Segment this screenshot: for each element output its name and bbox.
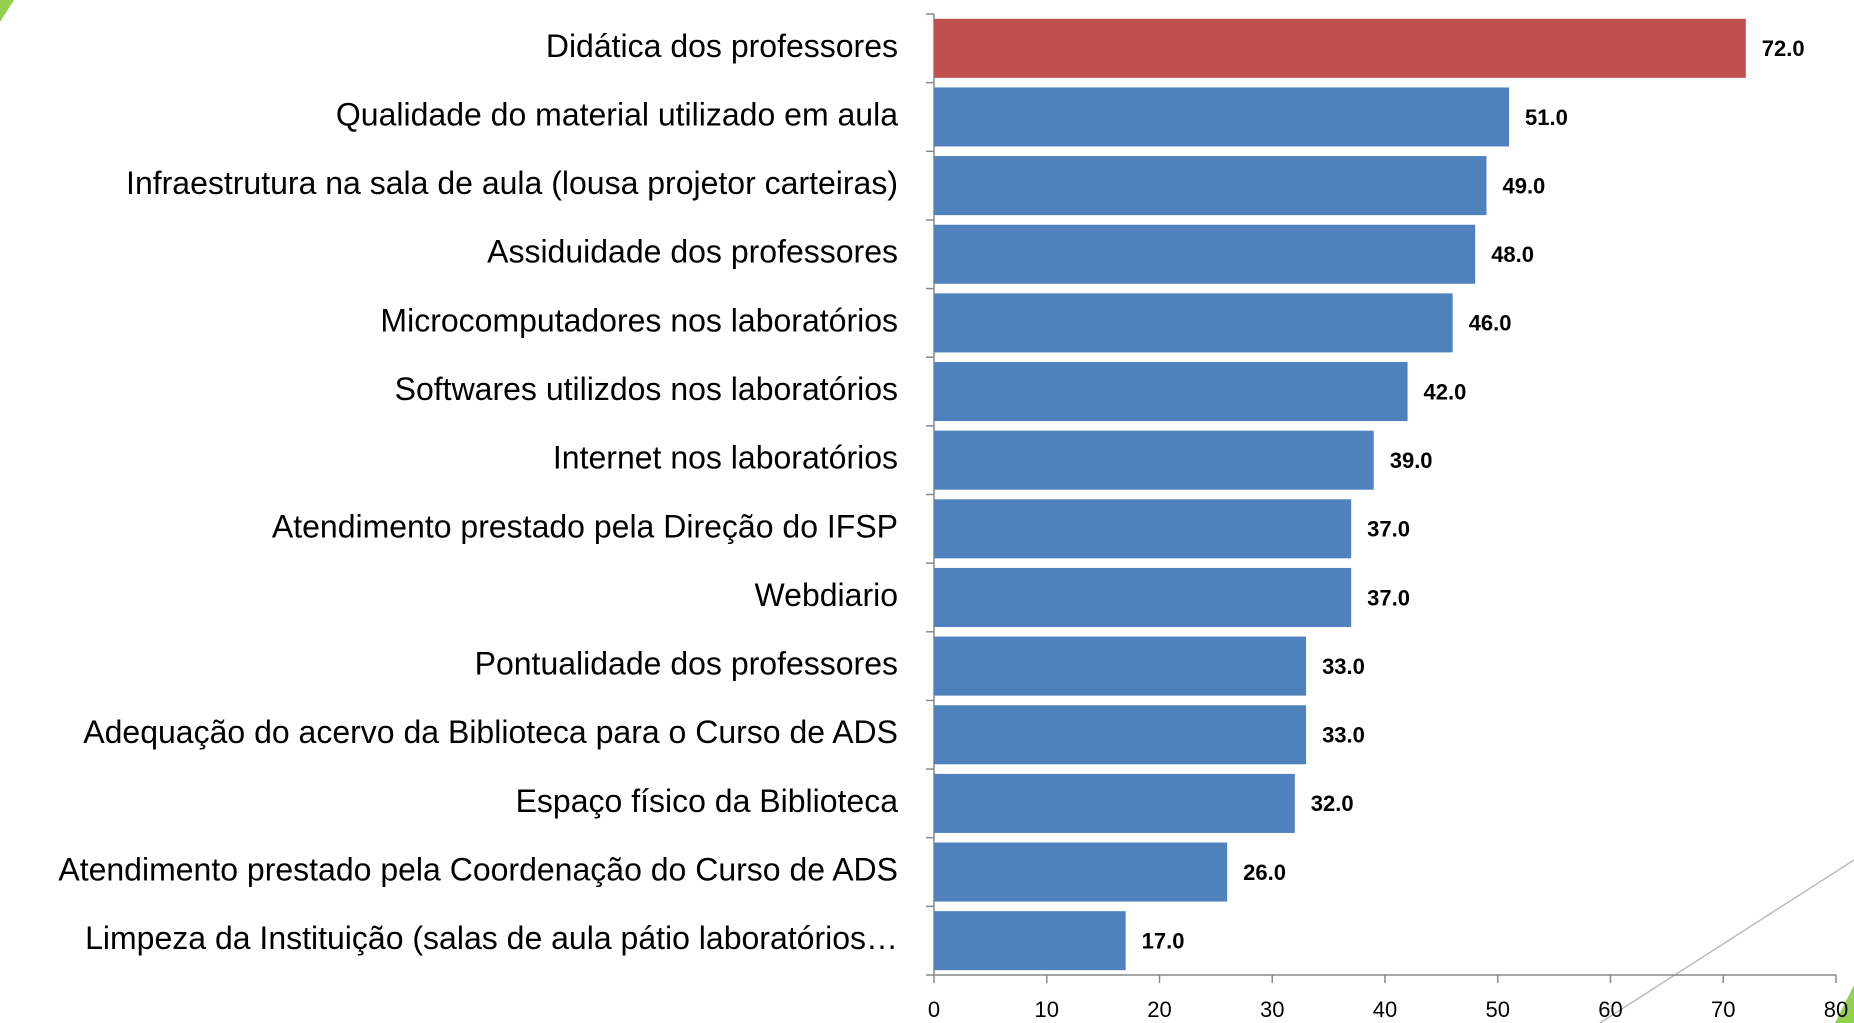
bar [934,18,1746,78]
x-tick-label: 0 [928,997,940,1022]
value-label: 32.0 [1311,791,1354,816]
category-label: Webdiario [755,577,898,613]
bar [934,911,1126,971]
decoration [1599,859,1854,1023]
value-label: 46.0 [1469,311,1512,336]
category-label: Atendimento prestado pela Direção do IFS… [272,508,898,544]
value-label: 51.0 [1525,105,1568,130]
x-tick-label: 60 [1598,997,1622,1022]
category-label: Atendimento prestado pela Coordenação do… [58,851,898,887]
bar [934,773,1295,833]
bar [934,362,1408,422]
x-tick-label: 10 [1035,997,1059,1022]
bar [934,224,1476,284]
category-label: Infraestrutura na sala de aula (lousa pr… [126,165,898,201]
bar [934,705,1307,765]
bar [934,636,1307,696]
value-label: 37.0 [1367,585,1410,610]
bar [934,842,1228,902]
decoration [0,0,14,22]
value-label: 72.0 [1762,36,1805,61]
category-label: Espaço físico da Biblioteca [516,783,899,819]
value-label: 26.0 [1243,860,1286,885]
bar [934,567,1352,627]
category-label: Assiduidade dos professores [487,234,898,270]
value-label: 42.0 [1424,379,1467,404]
x-tick-label: 50 [1486,997,1510,1022]
x-tick-label: 20 [1147,997,1171,1022]
bar [934,430,1374,490]
value-label: 49.0 [1502,173,1545,198]
value-label: 33.0 [1322,654,1365,679]
category-label: Didática dos professores [546,28,898,64]
bar [934,293,1453,353]
category-label: Qualidade do material utilizado em aula [336,96,898,132]
x-tick-label: 80 [1824,997,1848,1022]
bar [934,87,1510,147]
category-label: Internet nos laboratórios [553,440,898,476]
bar [934,499,1352,559]
x-tick-label: 30 [1260,997,1284,1022]
category-label: Pontualidade dos professores [475,646,898,682]
value-label: 37.0 [1367,517,1410,542]
bar [934,156,1487,216]
x-tick-label: 40 [1373,997,1397,1022]
value-label: 48.0 [1491,242,1534,267]
category-label: Limpeza da Instituição (salas de aula pá… [85,920,898,956]
category-label: Softwares utilizdos nos laboratórios [395,371,898,407]
value-label: 17.0 [1142,928,1185,953]
decoration [1835,985,1854,1023]
category-label: Adequação do acervo da Biblioteca para o… [83,714,898,750]
value-label: 33.0 [1322,723,1365,748]
category-label: Microcomputadores nos laboratórios [380,302,898,338]
value-label: 39.0 [1390,448,1433,473]
x-tick-label: 70 [1711,997,1735,1022]
